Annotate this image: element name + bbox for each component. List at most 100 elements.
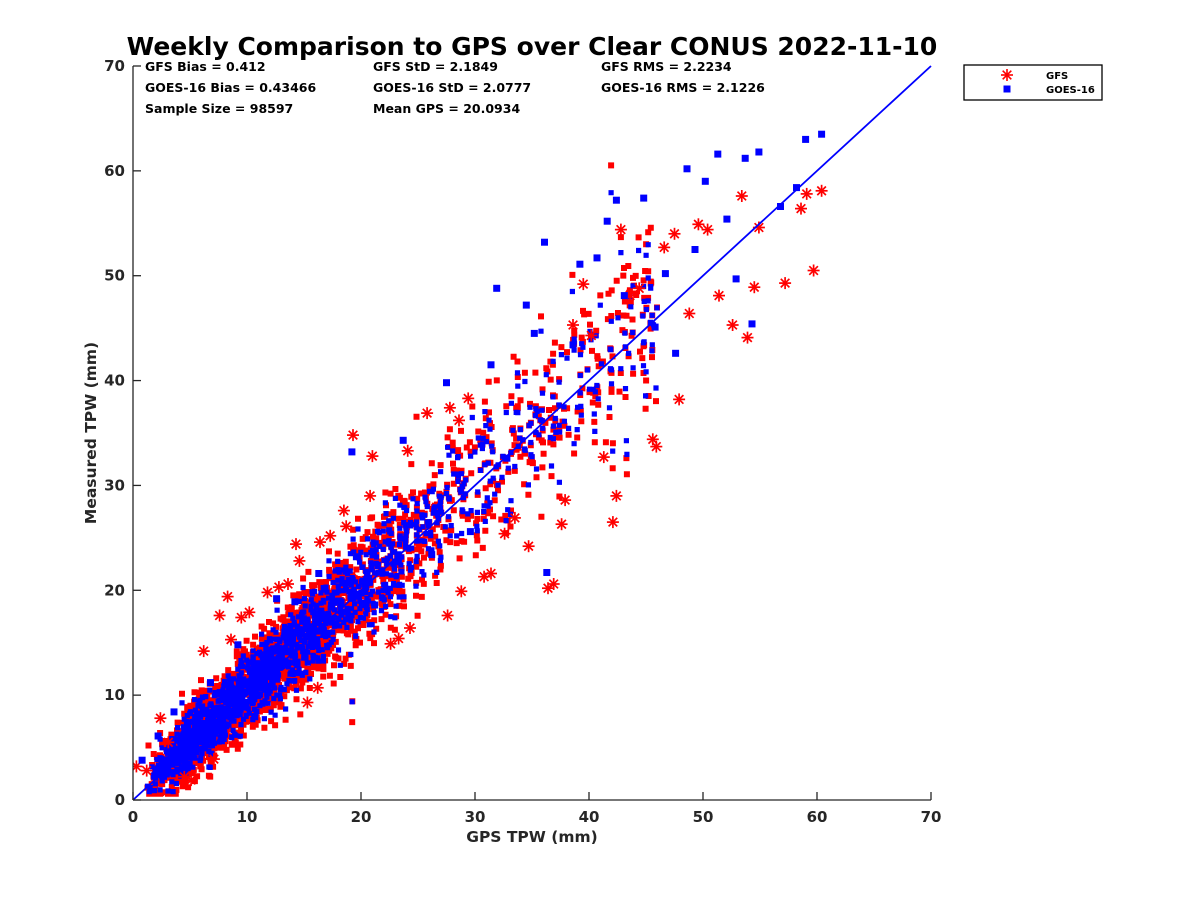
- goes16-point: [793, 184, 800, 192]
- x-tick-label: 0: [128, 808, 138, 826]
- goes16-point: [192, 748, 200, 756]
- goes16-point: [170, 708, 178, 716]
- goes16-point: [818, 130, 826, 138]
- gfs-point: [455, 585, 468, 598]
- gfs-point: [807, 264, 820, 277]
- gfs-point: [735, 190, 748, 202]
- gfs-point: [392, 632, 405, 645]
- gfs-point: [282, 578, 294, 590]
- goes16-point: [612, 196, 620, 204]
- gfs-point: [404, 622, 416, 634]
- gfs-point: [314, 536, 326, 549]
- legend: GFS GOES-16: [963, 64, 1103, 101]
- gfs-point: [779, 277, 792, 290]
- gfs-point: [498, 527, 511, 540]
- y-tick-label: 0: [115, 791, 125, 809]
- goes16-point: [487, 361, 495, 369]
- gfs-point: [559, 494, 572, 507]
- gfs-point: [726, 319, 739, 331]
- goes16-point: [399, 436, 407, 444]
- gfs-point: [235, 611, 248, 624]
- gfs-point: [140, 764, 153, 777]
- gfs-point: [741, 331, 754, 344]
- point-cloud: [144, 162, 660, 797]
- gfs-point: [555, 518, 568, 531]
- y-tick-label: 30: [104, 476, 125, 494]
- plot-area: [132, 65, 932, 801]
- y-tick-label: 20: [104, 581, 125, 599]
- x-tick-label: 30: [465, 808, 486, 826]
- goes16-point: [273, 595, 281, 603]
- goes16-point: [576, 260, 584, 268]
- goes16-point: [541, 238, 548, 246]
- legend-gfs-marker: [1001, 69, 1013, 81]
- stat-gfs-std: GFS StD = 2.1849: [373, 59, 498, 74]
- gfs-point: [290, 538, 302, 551]
- gfs-point: [683, 307, 696, 320]
- x-tick-label: 10: [237, 808, 258, 826]
- gfs-point: [207, 753, 220, 766]
- goes16-density-cloud: [144, 190, 660, 795]
- gfs-point: [453, 414, 465, 427]
- gfs-point: [366, 450, 379, 463]
- x-tick-label: 20: [351, 808, 372, 826]
- gfs-point: [162, 736, 175, 749]
- goes16-point: [741, 154, 749, 162]
- legend-box: [963, 64, 1103, 101]
- x-axis-label: GPS TPW (mm): [466, 828, 598, 846]
- stats-block: GFS Bias = 0.412 GFS StD = 2.1849 GFS RM…: [145, 59, 765, 116]
- legend-goes16-marker: [1003, 85, 1011, 93]
- goes16-point: [207, 679, 214, 687]
- goes16-point: [755, 148, 763, 156]
- gfs-point: [668, 227, 681, 240]
- gfs-point: [522, 540, 535, 553]
- gfs-point: [337, 504, 350, 517]
- y-tick-label: 10: [104, 686, 125, 704]
- gfs-point: [692, 218, 705, 231]
- goes16-point: [543, 569, 551, 576]
- gfs-point: [633, 282, 646, 295]
- gfs-point: [815, 184, 828, 197]
- goes16-point: [234, 641, 242, 649]
- goes16-point: [493, 284, 501, 292]
- goes16-point: [348, 448, 356, 456]
- stat-goes-std: GOES-16 StD = 2.0777: [373, 80, 531, 95]
- gfs-point: [221, 590, 234, 603]
- gfs-point: [225, 633, 237, 646]
- gfs-point: [301, 696, 314, 709]
- goes16-point: [683, 165, 691, 173]
- stat-mean-gps: Mean GPS = 20.0934: [373, 101, 520, 116]
- stat-goes-rms: GOES-16 RMS = 2.1226: [601, 80, 765, 95]
- goes16-point: [661, 270, 669, 278]
- gfs-point: [701, 223, 714, 236]
- gfs-point: [795, 202, 807, 215]
- goes16-point: [640, 194, 648, 202]
- y-axis-ticks: 0 10 20 30 40 50 60 70: [104, 57, 141, 809]
- goes16-point: [154, 732, 162, 740]
- gfs-point: [658, 241, 671, 254]
- goes16-point: [503, 454, 511, 462]
- goes16-point: [428, 551, 436, 559]
- goes16-point: [701, 177, 709, 185]
- gfs-point: [610, 489, 623, 502]
- gfs-point: [650, 440, 663, 453]
- gfs-point: [441, 609, 454, 622]
- gfs-point: [213, 609, 226, 622]
- gfs-point: [324, 529, 337, 542]
- gfs-point: [800, 187, 813, 200]
- gfs-point: [614, 223, 627, 236]
- y-tick-label: 40: [104, 372, 125, 390]
- gfs-point: [567, 319, 579, 331]
- stat-gfs-rms: GFS RMS = 2.2234: [601, 59, 732, 74]
- stat-sample-size: Sample Size = 98597: [145, 101, 293, 116]
- goes16-point: [802, 135, 810, 143]
- goes16-point: [748, 320, 756, 328]
- gfs-point: [243, 606, 256, 619]
- gfs-point: [197, 645, 210, 658]
- gfs-point: [597, 451, 610, 464]
- gfs-point: [347, 429, 359, 442]
- gfs-point: [154, 712, 167, 725]
- gfs-point: [311, 681, 324, 694]
- goes16-point: [522, 301, 530, 309]
